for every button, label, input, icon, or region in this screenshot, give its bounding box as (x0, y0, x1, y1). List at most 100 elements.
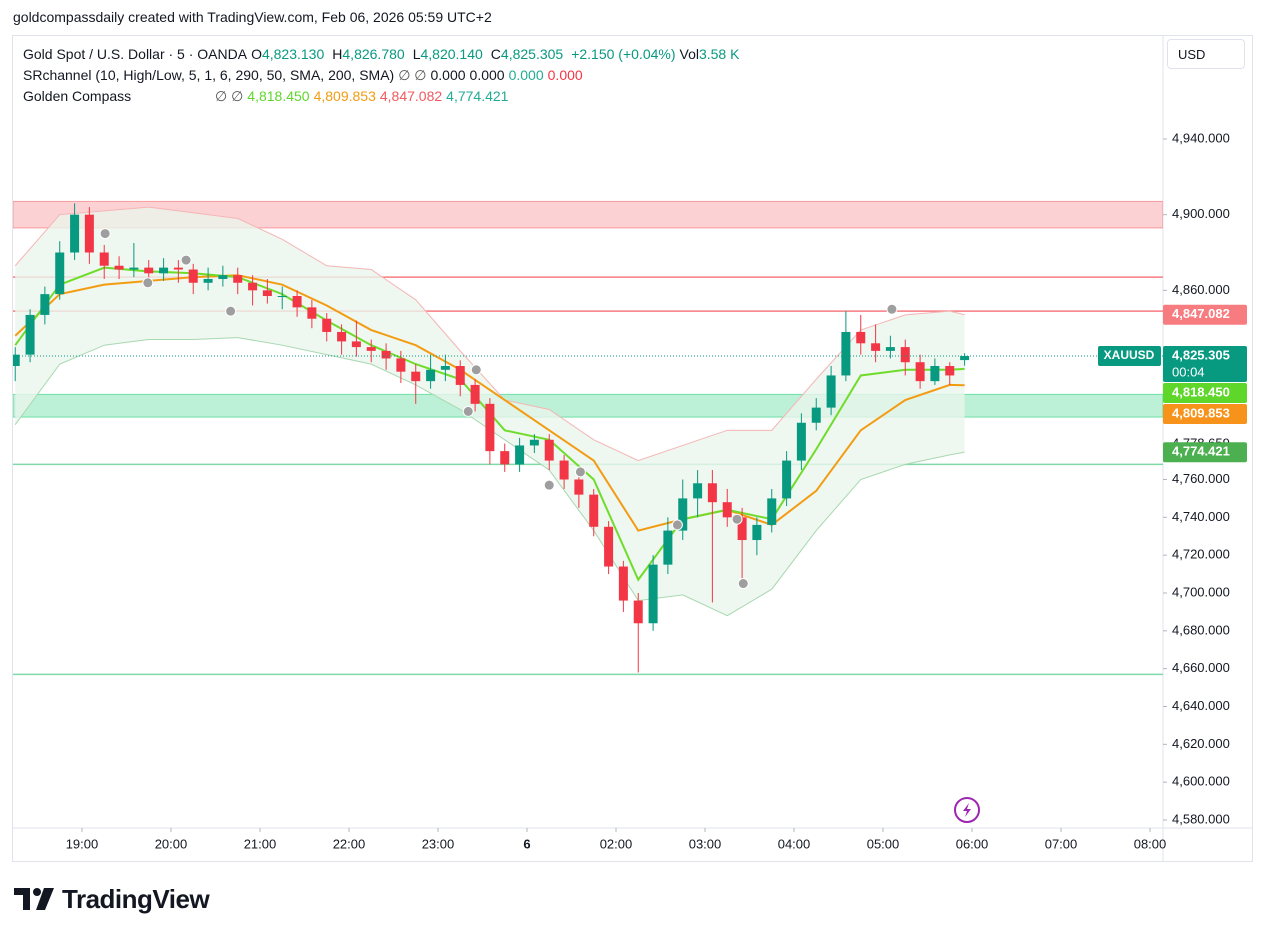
ohlc-key: O (251, 46, 262, 62)
candle-body (188, 269, 198, 283)
indicator-value: 4,809.853 (313, 88, 376, 104)
candle-body (782, 460, 792, 499)
candle-body (337, 331, 347, 342)
attribution: goldcompassdaily created with TradingVie… (13, 9, 492, 25)
price-tag-label: 4,825.305 (1172, 347, 1230, 362)
pivot-marker (470, 364, 482, 376)
candle-body (960, 355, 970, 361)
candle-body (500, 451, 510, 465)
volume-key: Vol (679, 46, 699, 62)
candle-body (752, 524, 762, 541)
candle-body (559, 460, 569, 480)
pivot-marker (886, 303, 898, 315)
candle-body (173, 267, 183, 270)
indicator-name: SRchannel (10, High/Low, 5, 1, 6, 290, 5… (23, 67, 395, 83)
price-tag (1163, 304, 1247, 325)
candle-body (411, 371, 421, 382)
indicator-value: 0.000 (547, 67, 583, 83)
candle-body (915, 362, 925, 382)
brand-logo (14, 888, 54, 910)
ohlc-value: 4,823.130 (261, 46, 325, 62)
price-tag (1163, 345, 1247, 382)
candle-body (618, 566, 628, 601)
pivot-marker (543, 479, 555, 491)
candle-body (351, 341, 361, 348)
candle-body (648, 564, 658, 624)
legend-row: SRchannel (10, High/Low, 5, 1, 6, 290, 5… (23, 65, 743, 86)
pivot-marker (142, 277, 154, 289)
candle-body (722, 502, 732, 518)
currency-button[interactable]: USD (1167, 39, 1245, 69)
x-tick-label: 06:00 (956, 836, 989, 851)
legend: Gold Spot / U.S. Dollar · 5 · OANDA O4,82… (23, 44, 743, 107)
candle-body (159, 267, 169, 274)
indicator-value: 4,847.082 (379, 88, 443, 104)
candle-body (841, 331, 851, 376)
candle-body (693, 483, 703, 499)
volume: 3.58 K (698, 46, 740, 62)
price-tag-label: 4,847.082 (1172, 306, 1230, 321)
candle-body (900, 347, 910, 363)
x-tick-label: 22:00 (333, 836, 366, 851)
candle-body (470, 384, 480, 404)
candle-body (440, 366, 450, 370)
indicator-value: 0.000 (469, 67, 505, 83)
indicator-value: 4,818.450 (247, 88, 310, 104)
candle-body (262, 290, 272, 297)
candle-body (930, 366, 940, 382)
axes: 4,940.0004,900.0004,860.0004,778.6594,76… (66, 130, 1247, 851)
pivot-marker (99, 228, 111, 240)
x-tick-label: 03:00 (689, 836, 722, 851)
candle-body (84, 214, 94, 253)
candle-body (856, 331, 866, 344)
symbol-tag-label: XAUUSD (1104, 348, 1155, 362)
x-tick-label: 23:00 (422, 836, 455, 851)
x-tick-label: 08:00 (1134, 836, 1167, 851)
pivot-marker (180, 254, 192, 266)
y-tick-label: 4,620.000 (1172, 736, 1230, 751)
ohlc-item: O4,823.130 (251, 46, 328, 62)
price-tag-label: 4,818.450 (1172, 384, 1230, 399)
y-tick-label: 4,900.000 (1172, 206, 1230, 221)
candle-body (203, 278, 213, 283)
candle-body (218, 275, 228, 279)
candle-body (55, 252, 65, 295)
candle-body (604, 526, 614, 567)
alert-icon[interactable] (954, 797, 980, 823)
candle-body (13, 354, 20, 367)
candle-body (678, 498, 688, 531)
legend-row: Gold Spot / U.S. Dollar · 5 · OANDA O4,82… (23, 44, 743, 65)
legend-row: Golden Compass ∅ ∅ 4,818.450 4,809.853 4,847… (23, 86, 743, 107)
brand: TradingView (62, 884, 210, 914)
candle-body (885, 347, 895, 351)
y-tick-label: 4,700.000 (1172, 584, 1230, 599)
pivot-marker (225, 305, 237, 317)
y-tick-label: 4,940.000 (1172, 130, 1230, 145)
candle-body (515, 445, 525, 465)
ohlc-value: 4,825.305 (500, 46, 564, 62)
y-tick-label: 4,600.000 (1172, 774, 1230, 789)
pivot-marker (462, 405, 474, 417)
candle-body (144, 267, 154, 274)
ohlc-key: L (412, 46, 421, 62)
symbol-tag (1098, 345, 1161, 366)
candle-body (25, 314, 35, 355)
candle-body (99, 252, 109, 266)
candle-body (945, 366, 955, 376)
x-tick-label: 19:00 (66, 836, 99, 851)
candle-body (40, 294, 50, 315)
band-line (14, 337, 965, 617)
candle-body (322, 318, 332, 332)
candle-body (574, 479, 584, 495)
candle-body (129, 267, 139, 270)
candle-body (796, 422, 806, 461)
sr-zone (13, 393, 1163, 418)
countdown: 00:04 (1172, 364, 1205, 379)
ohlc-key: C (490, 46, 501, 62)
candle-body (277, 296, 287, 298)
candle-body (871, 343, 881, 351)
candle-body (826, 375, 836, 408)
candle-body (633, 600, 643, 624)
